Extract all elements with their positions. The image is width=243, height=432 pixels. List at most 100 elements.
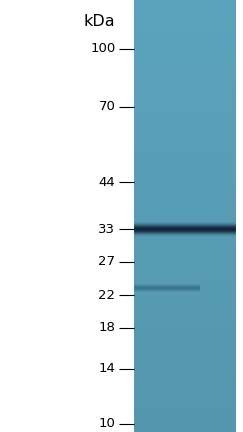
- Bar: [134, 38, 236, 39]
- Bar: [134, 9, 236, 10]
- Bar: [134, 92, 236, 94]
- Bar: [134, 429, 236, 431]
- Bar: [134, 350, 236, 351]
- Bar: [134, 69, 236, 70]
- Bar: [134, 46, 236, 48]
- Bar: [134, 249, 236, 251]
- Bar: [134, 245, 236, 246]
- Bar: [134, 392, 236, 393]
- Bar: [134, 65, 236, 66]
- Bar: [134, 356, 236, 357]
- Bar: [134, 377, 236, 379]
- Bar: [134, 42, 236, 43]
- Bar: [134, 193, 236, 194]
- Bar: [134, 405, 236, 406]
- Bar: [134, 104, 236, 105]
- Bar: [134, 170, 236, 172]
- Bar: [134, 239, 236, 241]
- Bar: [134, 122, 236, 124]
- Text: 44: 44: [99, 176, 115, 189]
- Bar: [134, 268, 236, 269]
- Bar: [134, 284, 236, 285]
- Bar: [134, 367, 236, 368]
- Bar: [134, 232, 236, 233]
- Bar: [134, 384, 236, 386]
- Bar: [134, 212, 236, 213]
- Bar: [134, 60, 236, 62]
- Bar: [134, 14, 236, 16]
- Bar: [134, 88, 236, 89]
- Bar: [134, 341, 236, 343]
- Bar: [134, 359, 236, 360]
- Bar: [134, 222, 236, 223]
- Bar: [134, 418, 236, 419]
- Bar: [134, 40, 236, 42]
- Bar: [134, 99, 236, 101]
- Bar: [134, 73, 236, 75]
- Bar: [134, 117, 236, 118]
- Bar: [134, 10, 236, 12]
- Bar: [134, 128, 236, 130]
- Bar: [134, 203, 236, 204]
- Bar: [134, 389, 236, 390]
- Bar: [134, 323, 236, 324]
- Bar: [134, 82, 236, 83]
- Bar: [134, 304, 236, 305]
- Bar: [134, 336, 236, 337]
- Bar: [134, 206, 236, 207]
- Bar: [134, 186, 236, 187]
- Bar: [134, 370, 236, 372]
- Bar: [134, 251, 236, 252]
- Bar: [134, 331, 236, 333]
- Bar: [134, 337, 236, 338]
- Bar: [134, 207, 236, 209]
- Bar: [134, 383, 236, 384]
- Bar: [134, 381, 236, 383]
- Bar: [134, 288, 236, 289]
- Bar: [134, 262, 236, 264]
- Text: 27: 27: [98, 255, 115, 268]
- Bar: [134, 375, 236, 376]
- Bar: [134, 141, 236, 143]
- Bar: [134, 242, 236, 243]
- Bar: [134, 269, 236, 271]
- Bar: [134, 96, 236, 98]
- Bar: [134, 49, 236, 51]
- Bar: [134, 413, 236, 415]
- Bar: [134, 312, 236, 314]
- Bar: [134, 152, 236, 154]
- Bar: [134, 13, 236, 14]
- Bar: [134, 379, 236, 380]
- Bar: [134, 143, 236, 144]
- Bar: [134, 252, 236, 254]
- Bar: [134, 133, 236, 134]
- Bar: [134, 256, 236, 258]
- Bar: [134, 3, 236, 4]
- Bar: [134, 276, 236, 278]
- Bar: [134, 278, 236, 280]
- Bar: [134, 228, 236, 229]
- Bar: [134, 189, 236, 190]
- Bar: [134, 366, 236, 367]
- Bar: [134, 281, 236, 282]
- Bar: [134, 420, 236, 422]
- Bar: [134, 330, 236, 331]
- Bar: [134, 289, 236, 291]
- Bar: [134, 168, 236, 170]
- Bar: [134, 200, 236, 202]
- Bar: [134, 409, 236, 410]
- Bar: [134, 118, 236, 120]
- Bar: [134, 86, 236, 88]
- Bar: [134, 164, 236, 165]
- Bar: [134, 108, 236, 109]
- Bar: [134, 388, 236, 389]
- Bar: [134, 165, 236, 167]
- Bar: [134, 23, 236, 25]
- Bar: [134, 177, 236, 178]
- Bar: [134, 51, 236, 52]
- Bar: [134, 295, 236, 297]
- Text: 33: 33: [98, 223, 115, 236]
- Bar: [134, 131, 236, 133]
- Bar: [134, 219, 236, 220]
- Bar: [134, 32, 236, 33]
